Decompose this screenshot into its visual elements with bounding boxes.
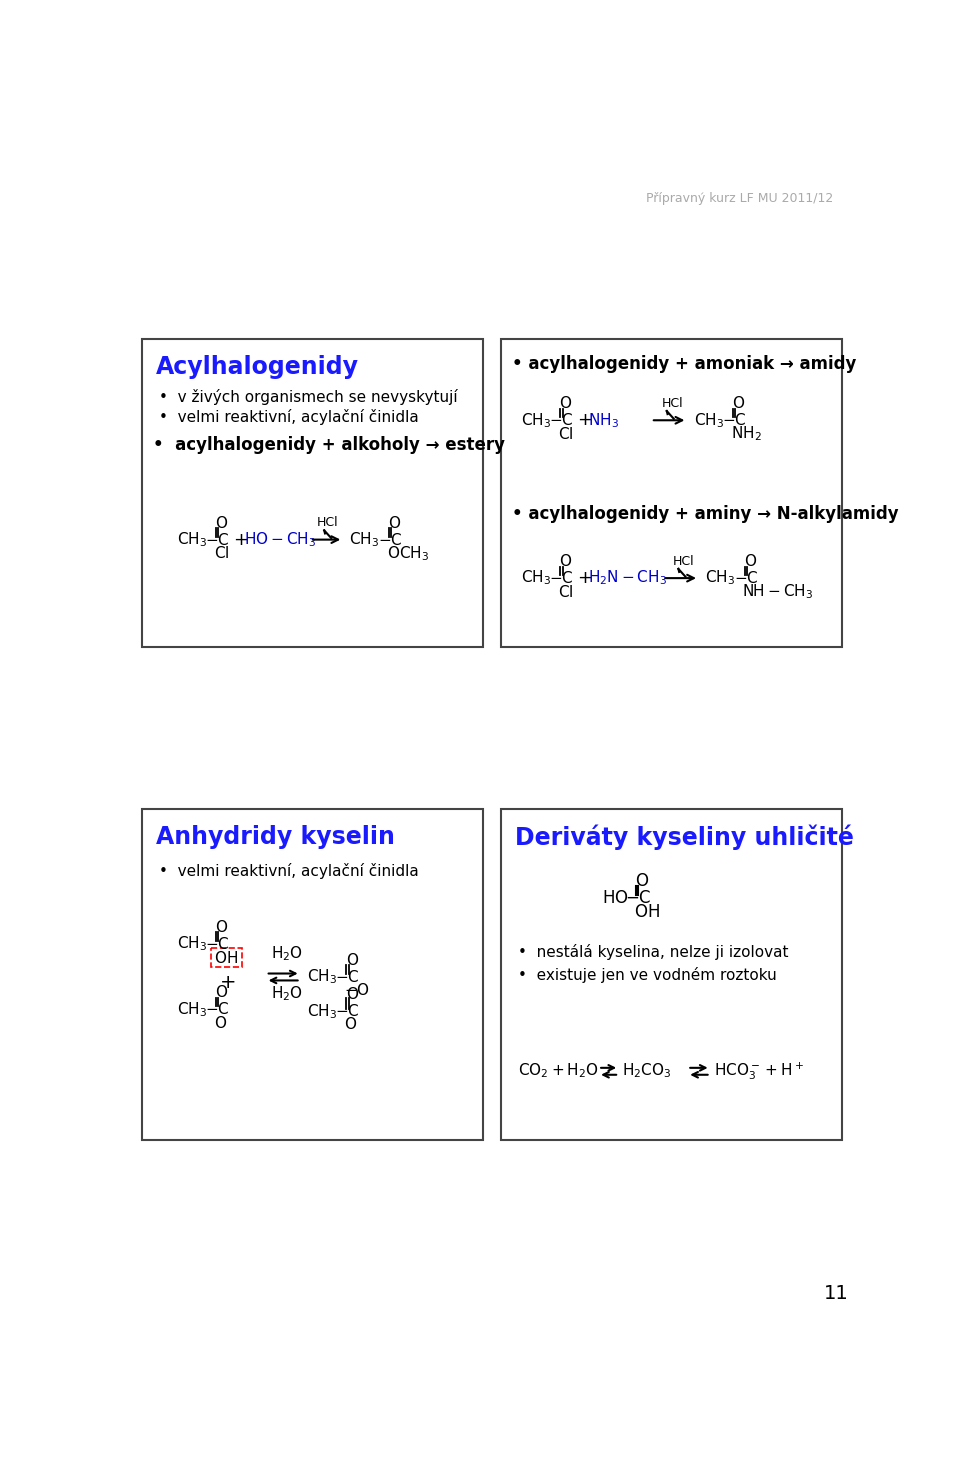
Text: $\mathregular{-O}$: $\mathregular{-O}$: [344, 982, 370, 998]
Text: $\mathregular{O}$: $\mathregular{O}$: [215, 985, 228, 1000]
Bar: [210, 948, 242, 967]
Text: HCl: HCl: [673, 555, 695, 567]
Text: $\mathregular{-C}$: $\mathregular{-C}$: [335, 969, 360, 985]
Text: $\mathregular{HCO_3^- + H^+}$: $\mathregular{HCO_3^- + H^+}$: [713, 1060, 804, 1081]
Text: $\mathregular{NH_2}$: $\mathregular{NH_2}$: [731, 425, 761, 443]
Text: • acylhalogenidy + aminy → N-alkylamidy: • acylhalogenidy + aminy → N-alkylamidy: [512, 505, 899, 523]
Text: $\mathregular{HO}$: $\mathregular{HO}$: [602, 889, 629, 906]
Text: $\mathregular{H_2O}$: $\mathregular{H_2O}$: [271, 985, 303, 1003]
Text: $\mathregular{OH}$: $\mathregular{OH}$: [214, 949, 238, 966]
Text: $\mathregular{H_2N-CH_3}$: $\mathregular{H_2N-CH_3}$: [588, 569, 667, 588]
Text: $+$: $+$: [577, 569, 592, 586]
Text: $\mathregular{O}$: $\mathregular{O}$: [215, 515, 228, 530]
Text: $\mathregular{O}$: $\mathregular{O}$: [215, 918, 228, 935]
Text: $\mathregular{CH_3}$: $\mathregular{CH_3}$: [307, 1001, 337, 1020]
Text: •  v živých organismech se nevyskytují: • v živých organismech se nevyskytují: [158, 390, 457, 406]
Text: $\mathregular{O}$: $\mathregular{O}$: [560, 395, 572, 412]
Text: $\mathregular{CH_3}$: $\mathregular{CH_3}$: [520, 569, 551, 588]
Bar: [142, 339, 483, 647]
Text: •  acylhalogenidy + alkoholy → estery: • acylhalogenidy + alkoholy → estery: [153, 435, 505, 453]
Text: $+$: $+$: [577, 412, 592, 429]
Text: $\mathregular{-C}$: $\mathregular{-C}$: [549, 570, 574, 586]
Text: $\mathregular{H_2CO_3}$: $\mathregular{H_2CO_3}$: [622, 1062, 672, 1080]
Text: •  velmi reaktivní, acylační činidla: • velmi reaktivní, acylační činidla: [158, 863, 419, 880]
Text: $\mathregular{-C}$: $\mathregular{-C}$: [733, 570, 758, 586]
Text: $\mathregular{-C}$: $\mathregular{-C}$: [549, 412, 574, 428]
Text: $\mathregular{CH_3}$: $\mathregular{CH_3}$: [177, 935, 206, 954]
Text: $\mathregular{CH_3}$: $\mathregular{CH_3}$: [520, 410, 551, 429]
Text: $\mathregular{O}$: $\mathregular{O}$: [346, 985, 359, 1001]
Text: $\mathregular{-C}$: $\mathregular{-C}$: [205, 532, 229, 548]
Text: $\mathregular{CH_3}$: $\mathregular{CH_3}$: [706, 569, 735, 588]
Text: $\mathregular{-C}$: $\mathregular{-C}$: [625, 889, 652, 906]
Text: Anhydridy kyselin: Anhydridy kyselin: [156, 825, 395, 849]
Text: $\mathregular{OH}$: $\mathregular{OH}$: [634, 902, 660, 921]
Text: $\mathregular{O}$: $\mathregular{O}$: [744, 554, 757, 569]
Text: Přípravný kurz LF MU 2011/12: Přípravný kurz LF MU 2011/12: [646, 191, 833, 204]
Text: $\mathregular{CH_3}$: $\mathregular{CH_3}$: [693, 410, 724, 429]
Text: $+$: $+$: [233, 530, 249, 548]
Bar: [142, 809, 483, 1140]
Text: $\mathregular{-C}$: $\mathregular{-C}$: [205, 1001, 229, 1017]
Text: $\mathregular{O}$: $\mathregular{O}$: [346, 952, 359, 967]
Text: • acylhalogenidy + amoniak → amidy: • acylhalogenidy + amoniak → amidy: [512, 355, 856, 373]
Text: $\mathregular{-C}$: $\mathregular{-C}$: [722, 412, 747, 428]
Text: $\mathregular{HO-CH_3}$: $\mathregular{HO-CH_3}$: [244, 530, 317, 549]
Text: $\mathregular{-C}$: $\mathregular{-C}$: [335, 1003, 360, 1019]
Text: $\mathregular{CH_3}$: $\mathregular{CH_3}$: [307, 967, 337, 986]
Text: $\mathregular{CH_3}$: $\mathregular{CH_3}$: [177, 530, 206, 549]
Text: $\mathregular{O}$: $\mathregular{O}$: [344, 1016, 357, 1032]
Text: $+$: $+$: [219, 973, 235, 992]
Text: $\mathregular{O}$: $\mathregular{O}$: [636, 872, 650, 890]
Text: •  existuje jen ve vodném roztoku: • existuje jen ve vodném roztoku: [518, 967, 777, 983]
Text: $\mathregular{O}$: $\mathregular{O}$: [388, 515, 401, 530]
Text: 11: 11: [824, 1284, 849, 1303]
Text: •  velmi reaktivní, acylační činidla: • velmi reaktivní, acylační činidla: [158, 409, 419, 425]
Text: $\mathregular{O}$: $\mathregular{O}$: [560, 554, 572, 569]
Text: Acylhalogenidy: Acylhalogenidy: [156, 355, 359, 379]
Text: $\mathregular{NH_3}$: $\mathregular{NH_3}$: [588, 410, 619, 429]
Bar: [501, 809, 842, 1140]
Text: HCl: HCl: [317, 517, 339, 529]
Text: $\mathregular{CO_2 + H_2O}$: $\mathregular{CO_2 + H_2O}$: [518, 1062, 599, 1080]
Text: $\mathregular{H_2O}$: $\mathregular{H_2O}$: [271, 945, 303, 963]
Text: Deriváty kyseliny uhličité: Deriváty kyseliny uhličité: [516, 825, 854, 850]
Text: $\mathregular{NH-CH_3}$: $\mathregular{NH-CH_3}$: [742, 582, 813, 601]
Text: HCl: HCl: [661, 397, 683, 410]
Text: $\mathregular{CH_3}$: $\mathregular{CH_3}$: [349, 530, 379, 549]
Text: $\mathregular{Cl}$: $\mathregular{Cl}$: [558, 584, 573, 600]
Text: $\mathregular{O}$: $\mathregular{O}$: [214, 1014, 227, 1031]
Text: $\mathregular{O}$: $\mathregular{O}$: [732, 395, 745, 412]
Text: •  nestálá kyselina, nelze ji izolovat: • nestálá kyselina, nelze ji izolovat: [518, 943, 789, 960]
Text: $\mathregular{Cl}$: $\mathregular{Cl}$: [558, 427, 573, 443]
Text: $\mathregular{OCH_3}$: $\mathregular{OCH_3}$: [387, 544, 429, 563]
Text: $\mathregular{-C}$: $\mathregular{-C}$: [378, 532, 402, 548]
Bar: [501, 339, 842, 647]
Text: $\mathregular{-C}$: $\mathregular{-C}$: [205, 936, 229, 952]
Text: $\mathregular{CH_3}$: $\mathregular{CH_3}$: [177, 1000, 206, 1019]
Text: $\mathregular{Cl}$: $\mathregular{Cl}$: [214, 545, 229, 561]
